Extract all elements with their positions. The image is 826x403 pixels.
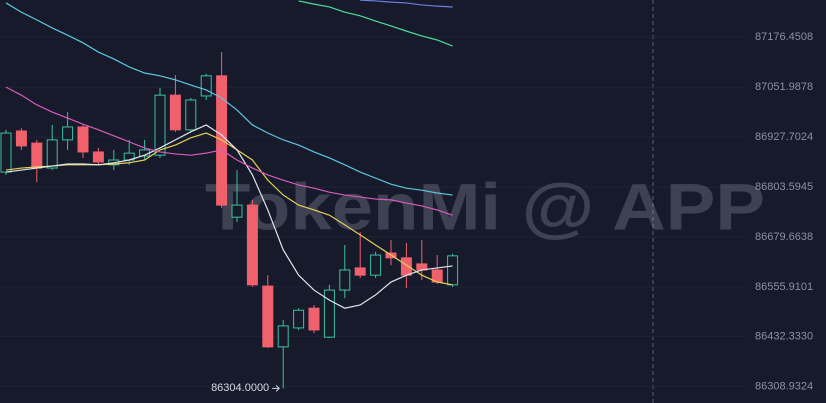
candle-body (77, 126, 89, 153)
ma-line (5, 2, 453, 196)
low-annotation: 86304.0000 (211, 382, 269, 394)
ma-line (5, 86, 453, 216)
candle-body (62, 126, 74, 141)
candle-body (262, 285, 274, 348)
plot (0, 0, 459, 389)
ma-line (5, 132, 453, 286)
candle-body (447, 255, 459, 286)
grid (0, 36, 745, 387)
watermark: TokenMi @ APP (205, 169, 765, 243)
y-tick-label: 86679.6638 (755, 231, 813, 243)
candle-body (154, 94, 166, 156)
candle-body (354, 267, 366, 276)
candle-body (92, 151, 104, 163)
low-annotation-arrow (272, 384, 280, 392)
candle-body (46, 139, 58, 169)
candle-body (308, 307, 320, 331)
candle-body (31, 142, 43, 169)
candle-body (339, 269, 351, 291)
y-tick-label: 86555.9101 (755, 281, 813, 293)
candle-body (0, 132, 12, 173)
candle-body (400, 257, 412, 276)
candle-body (293, 309, 305, 329)
y-tick-label: 86803.5945 (755, 181, 813, 193)
candle-body (370, 254, 382, 276)
ma-line (360, 0, 453, 8)
y-tick-label: 87051.9878 (755, 81, 813, 93)
candle-body (200, 75, 212, 97)
y-tick-label: 87176.4508 (755, 31, 813, 43)
candle-body (231, 204, 243, 218)
y-tick-label: 86432.3330 (755, 331, 813, 343)
candle-body (169, 94, 181, 131)
y-tick-label: 86308.9324 (755, 380, 813, 392)
candle-body (246, 204, 258, 286)
ma-line (298, 0, 453, 47)
candle-body (323, 289, 335, 338)
y-tick-label: 86927.7024 (755, 131, 813, 143)
candle-body (277, 325, 289, 348)
ma-line (5, 124, 453, 309)
candle-body (15, 130, 27, 147)
candle-body (185, 99, 197, 131)
